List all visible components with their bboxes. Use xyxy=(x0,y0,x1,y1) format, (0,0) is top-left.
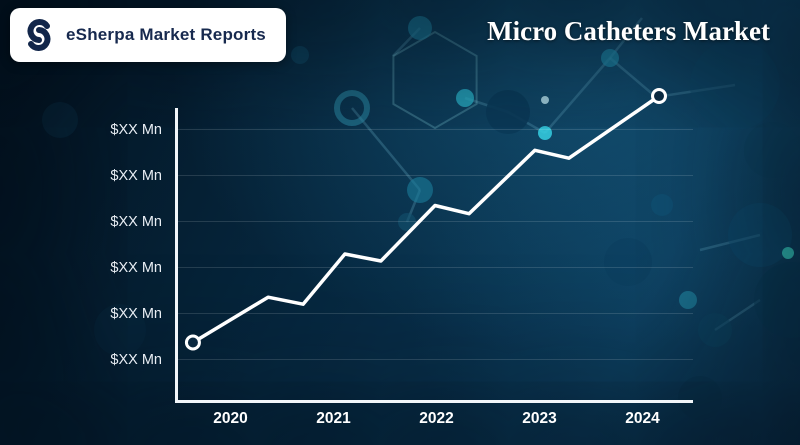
y-axis-tick-label: $XX Mn xyxy=(110,260,162,276)
x-axis-label-2023: 2023 xyxy=(522,410,557,427)
y-axis-tick-label: $XX Mn xyxy=(110,214,162,230)
trend-endpoint-marker xyxy=(184,334,201,351)
esherpa-logo-icon xyxy=(27,19,51,51)
y-axis-tick-label: $XX Mn xyxy=(110,122,162,138)
plot-area xyxy=(175,88,693,403)
brand-badge: eSherpa Market Reports xyxy=(10,8,286,62)
x-axis-label-2020: 2020 xyxy=(213,410,248,427)
trend-endpoint-marker xyxy=(651,88,668,105)
x-axis-label-2022: 2022 xyxy=(419,410,454,427)
molecule-nodes xyxy=(42,16,800,420)
x-axis-label-2021: 2021 xyxy=(316,410,351,427)
page-title: Micro Catheters Market xyxy=(487,16,770,46)
trend-line-layer xyxy=(184,88,668,351)
y-axis-tick-label: $XX Mn xyxy=(110,306,162,322)
x-axis-labels: 2020 2021 2022 2023 2024 xyxy=(175,410,698,428)
x-axis-label-2024: 2024 xyxy=(625,410,660,427)
bar-chart: $XX Mn $XX Mn $XX Mn $XX Mn $XX Mn $XX Mn 202… xyxy=(100,88,720,438)
trend-polyline xyxy=(191,94,660,344)
y-axis-labels: $XX Mn $XX Mn $XX Mn $XX Mn $XX Mn $XX Mn xyxy=(100,120,162,370)
hexagon-decoration xyxy=(392,30,478,130)
y-axis-tick-label: $XX Mn xyxy=(110,168,162,184)
y-axis-tick-label: $XX Mn xyxy=(110,352,162,368)
brand-name: eSherpa Market Reports xyxy=(66,25,266,44)
